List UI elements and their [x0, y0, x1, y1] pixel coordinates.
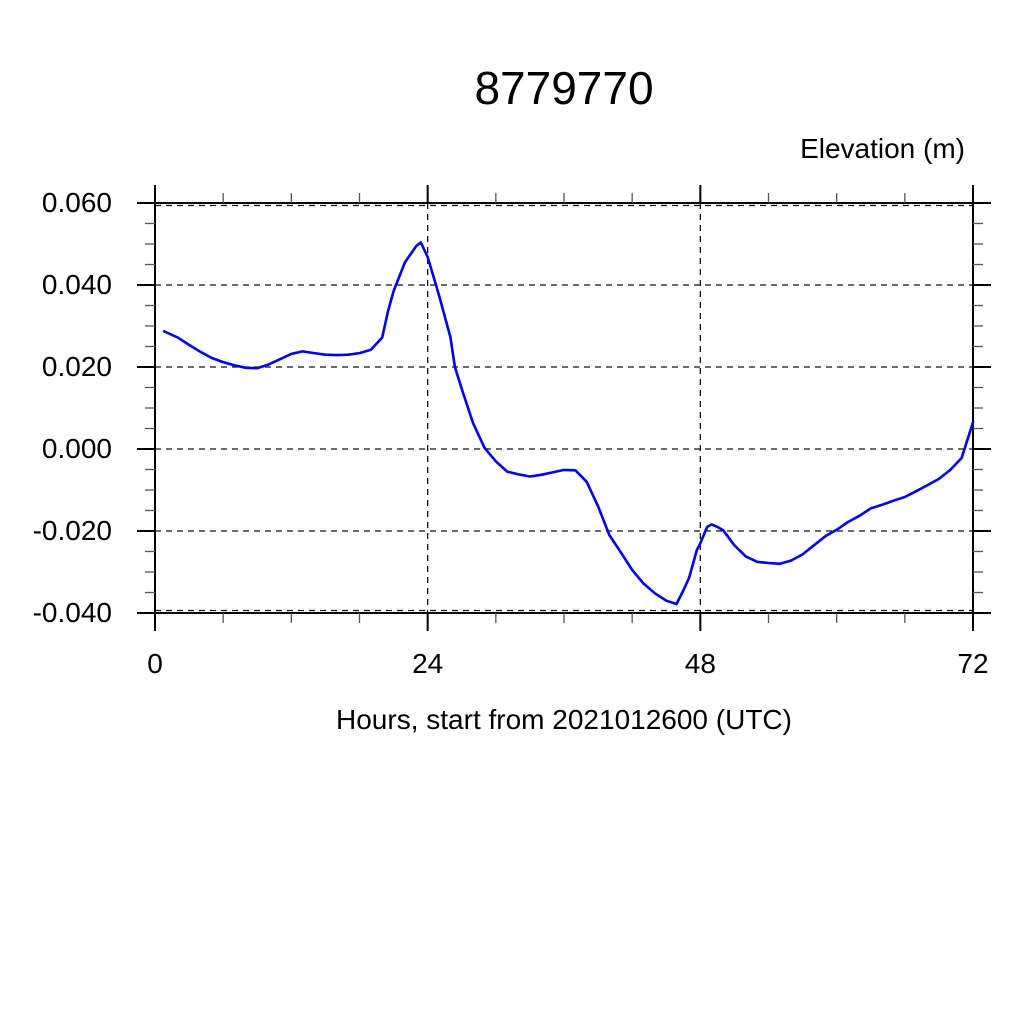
y-tick-label: 0.000	[41, 433, 112, 464]
x-axis-label: Hours, start from 2021012600 (UTC)	[336, 704, 792, 735]
y-axis-unit-label: Elevation (m)	[800, 133, 965, 164]
elevation-series-line	[162, 241, 975, 606]
y-tick-label: -0.040	[32, 597, 112, 628]
y-tick-label: 0.060	[41, 187, 112, 218]
x-tick-label: 0	[147, 648, 163, 679]
x-tick-label: 72	[957, 648, 989, 679]
y-tick-label: -0.020	[32, 515, 112, 546]
chart-title: 8779770	[474, 62, 654, 114]
y-tick-label: 0.040	[41, 269, 112, 300]
x-tick-label: 24	[412, 648, 444, 679]
y-tick-label: 0.020	[41, 351, 112, 382]
x-tick-label: 48	[684, 648, 716, 679]
